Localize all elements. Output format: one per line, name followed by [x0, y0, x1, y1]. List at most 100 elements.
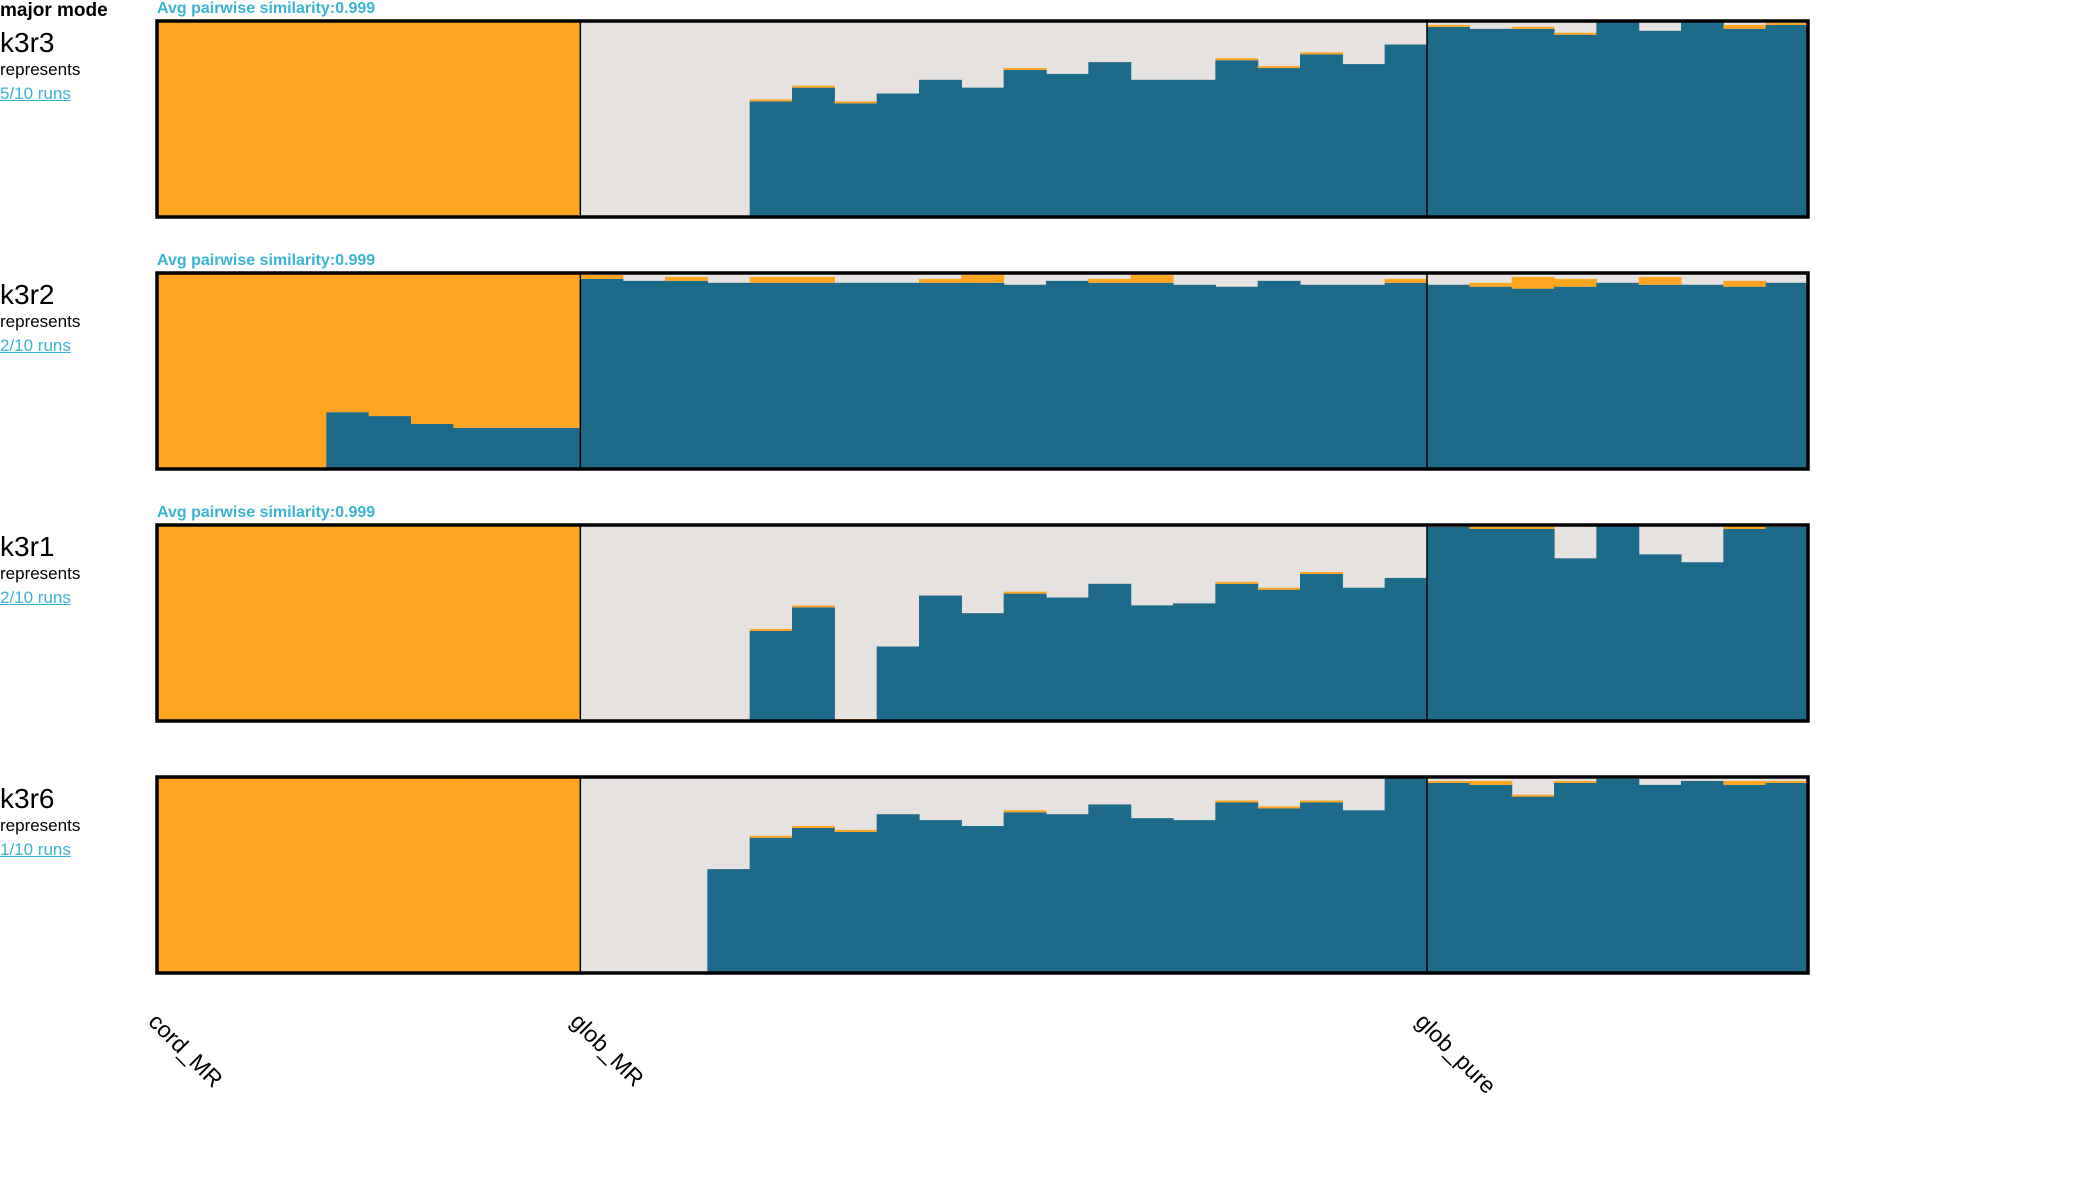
bar-blue: [1257, 589, 1301, 721]
bar-orange: [284, 777, 327, 973]
bar-orange: [792, 276, 835, 283]
bar-blue: [1723, 28, 1767, 218]
bar-orange: [495, 777, 539, 973]
bar-blue: [1342, 64, 1386, 218]
bar-blue: [1300, 284, 1343, 469]
bar-orange: [834, 101, 878, 104]
bar-orange: [495, 21, 539, 217]
bar-orange: [1215, 581, 1259, 584]
bar-blue: [622, 280, 666, 469]
bar-blue: [707, 869, 751, 973]
bar-blue: [707, 282, 751, 469]
bar-blue: [1003, 70, 1047, 217]
bar-blue: [1511, 796, 1555, 973]
runs-link[interactable]: 1/10 runs: [0, 840, 71, 859]
bar-orange: [538, 21, 581, 217]
bar-blue: [1596, 282, 1640, 469]
run-name: k3r2: [0, 279, 55, 310]
bar-blue: [326, 412, 370, 469]
bar-blue: [1765, 282, 1809, 469]
bar-orange: [792, 605, 835, 608]
bar-blue: [919, 820, 962, 973]
bar-orange: [792, 826, 835, 828]
bar-blue: [1384, 777, 1428, 973]
bar-blue: [1681, 284, 1724, 469]
bar-blue: [1215, 583, 1259, 721]
bar-orange: [1765, 780, 1809, 783]
bar-orange: [453, 21, 497, 217]
bar-blue: [1469, 28, 1513, 218]
bar-blue: [1173, 603, 1216, 721]
bar-blue: [1130, 605, 1174, 721]
bar-blue: [876, 93, 920, 217]
runs-link[interactable]: 2/10 runs: [0, 336, 71, 355]
bar-orange: [1257, 66, 1301, 69]
bar-blue: [1300, 574, 1343, 721]
bar-orange: [749, 628, 793, 631]
bar-orange: [1511, 26, 1555, 29]
bar-blue: [665, 280, 708, 469]
represents-label: represents: [0, 564, 81, 583]
bar-orange: [326, 525, 370, 721]
bar-blue: [834, 103, 878, 217]
bar-blue: [961, 826, 1005, 973]
bar-blue: [1638, 784, 1682, 973]
bar-orange: [199, 21, 243, 217]
run-name: k3r1: [0, 531, 55, 562]
bar-blue: [1003, 812, 1047, 973]
bar-orange: [1638, 276, 1682, 285]
bar-blue: [1427, 26, 1470, 217]
bar-blue: [580, 278, 624, 469]
bar-blue: [1596, 525, 1640, 721]
bar-blue: [961, 282, 1005, 469]
bar-orange: [834, 829, 878, 832]
bar-blue: [1554, 286, 1597, 469]
bar-orange: [1215, 58, 1259, 61]
bar-orange: [1723, 525, 1767, 529]
bar-blue: [1681, 21, 1724, 217]
bar-blue: [1300, 802, 1343, 973]
bar-blue: [1723, 784, 1767, 973]
bar-blue: [1130, 282, 1174, 469]
bar-blue: [1173, 284, 1216, 469]
bar-orange: [1554, 278, 1597, 287]
bar-blue: [876, 814, 920, 973]
bar-orange: [1511, 276, 1555, 289]
bar-orange: [411, 21, 454, 217]
bar-blue: [1215, 802, 1259, 973]
bar-blue: [368, 416, 412, 469]
bar-blue: [1427, 782, 1470, 973]
bar-orange: [368, 777, 412, 973]
bar-orange: [749, 835, 793, 838]
bar-blue: [1554, 34, 1597, 217]
bar-orange: [1427, 24, 1470, 27]
bar-blue: [1638, 30, 1682, 217]
runs-link[interactable]: 2/10 runs: [0, 588, 71, 607]
bar-blue: [1638, 554, 1682, 721]
bar-blue: [453, 427, 497, 469]
bar-blue: [1046, 73, 1089, 217]
bar-blue: [1003, 284, 1047, 469]
bar-orange: [241, 777, 285, 973]
bar-blue: [1511, 528, 1555, 721]
plot-frame: [155, 19, 1810, 219]
bar-orange: [1511, 794, 1555, 797]
bar-blue: [1130, 818, 1174, 973]
bar-orange: [199, 777, 243, 973]
bar-orange: [1003, 591, 1047, 594]
bar-blue: [1342, 284, 1386, 469]
bar-orange: [495, 525, 539, 721]
bar-blue: [961, 613, 1005, 721]
runs-link[interactable]: 5/10 runs: [0, 84, 71, 103]
bar-orange: [1469, 526, 1513, 529]
bar-blue: [1215, 286, 1259, 469]
bar-orange: [665, 276, 708, 281]
bar-blue: [1511, 28, 1555, 218]
bar-blue: [834, 831, 878, 973]
bar-blue: [749, 282, 793, 469]
bar-blue: [1215, 60, 1259, 218]
bar-blue: [1469, 528, 1513, 721]
bar-blue: [1088, 62, 1132, 217]
bar-orange: [538, 273, 581, 428]
bar-orange: [792, 85, 835, 88]
